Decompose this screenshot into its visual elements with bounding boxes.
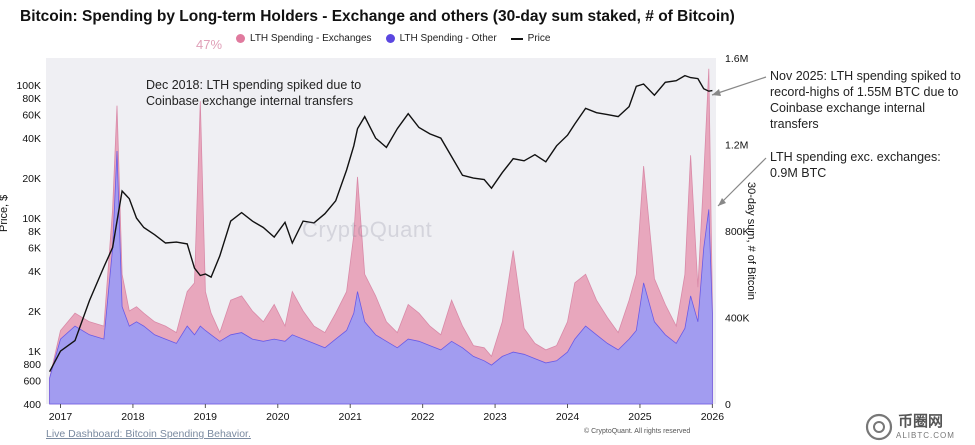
legend-label-exchanges: LTH Spending - Exchanges <box>250 33 372 44</box>
x-tick-label: 2018 <box>121 411 145 423</box>
legend-swatch-price <box>510 37 523 40</box>
legend-swatch-other <box>385 34 395 43</box>
x-tick-label: 2025 <box>628 411 652 423</box>
series-line-price <box>48 74 713 373</box>
y-right-tick-label: 0 <box>725 399 731 411</box>
legend-swatch-exchanges <box>236 34 245 43</box>
y-left-tick-label: 100K <box>16 80 41 92</box>
legend-label-price: Price <box>527 33 551 44</box>
y-left-tick-label: 2K <box>28 306 41 318</box>
dashboard-link[interactable]: Live Dashboard: Bitcoin Spending Behavio… <box>46 428 251 440</box>
x-tick-label: 2020 <box>266 411 290 423</box>
arrow-head-exc <box>718 198 726 206</box>
y-left-tick-label: 80K <box>22 93 41 105</box>
x-tick-label: 2024 <box>556 411 580 423</box>
y-left-tick-label: 4K <box>28 266 41 278</box>
y-right-tick-label: 800K <box>725 226 750 238</box>
y-left-tick-label: 40K <box>22 133 41 145</box>
overlay-percentage: 47% <box>196 37 223 52</box>
x-tick-label: 2021 <box>339 411 363 423</box>
y-right-tick-label: 400K <box>725 313 750 325</box>
cryptoquant-watermark: CryptoQuant <box>302 217 433 242</box>
brand-url: ALIBTC.COM <box>896 431 955 440</box>
site-brand[interactable]: 币圈网 ALIBTC.COM <box>862 410 972 444</box>
y-axis-right-label: 30-day sum, # of Bitcoin <box>745 182 757 301</box>
y-right-tick-label: 1.2M <box>725 140 748 152</box>
arrow-head-nov-2025 <box>712 89 721 96</box>
chart-title: Bitcoin: Spending by Long-term Holders -… <box>20 8 735 25</box>
series-area-other <box>49 150 713 405</box>
y-left-tick-label: 8K <box>28 226 41 238</box>
legend-item-other[interactable]: LTH Spending - Other <box>385 33 497 44</box>
y-right-tick-label: 1.6M <box>725 53 748 65</box>
y-axis-left-label: Price, $ <box>0 195 10 232</box>
x-tick-label: 2026 <box>701 411 725 423</box>
brand-name: 币圈网 <box>898 413 944 430</box>
legend: LTH Spending - Exchanges LTH Spending - … <box>236 33 550 44</box>
annotation-lth-exc-exchanges: LTH spending exc. exchanges: 0.9M BTC <box>770 150 941 180</box>
annotation-dec-2018: Dec 2018: LTH spending spiked due to Coi… <box>146 78 362 108</box>
x-tick-label: 2023 <box>483 411 507 423</box>
legend-label-other: LTH Spending - Other <box>399 33 497 44</box>
x-tick-label: 2019 <box>194 411 218 423</box>
legend-item-exchanges[interactable]: LTH Spending - Exchanges <box>236 33 372 44</box>
y-left-tick-label: 20K <box>22 173 41 185</box>
arrow-line-nov-2025 <box>711 76 767 96</box>
brand-logo-icon <box>865 413 893 441</box>
arrow-line-exc <box>717 157 767 207</box>
y-left-tick-label: 60K <box>22 110 41 122</box>
y-left-tick-label: 6K <box>28 243 41 255</box>
y-left-tick-label: 600 <box>23 376 41 388</box>
legend-item-price[interactable]: Price <box>510 33 551 44</box>
copyright-credit: © CryptoQuant. All rights reserved <box>584 428 691 435</box>
y-left-tick-label: 400 <box>23 399 41 411</box>
y-left-tick-label: 10K <box>22 213 41 225</box>
x-tick-label: 2022 <box>411 411 435 423</box>
annotation-nov-2025: Nov 2025: LTH spending spiked to record-… <box>770 69 961 131</box>
x-tick-label: 2017 <box>49 411 73 423</box>
y-left-tick-label: 800 <box>23 359 41 371</box>
y-left-tick-label: 1K <box>28 346 41 358</box>
